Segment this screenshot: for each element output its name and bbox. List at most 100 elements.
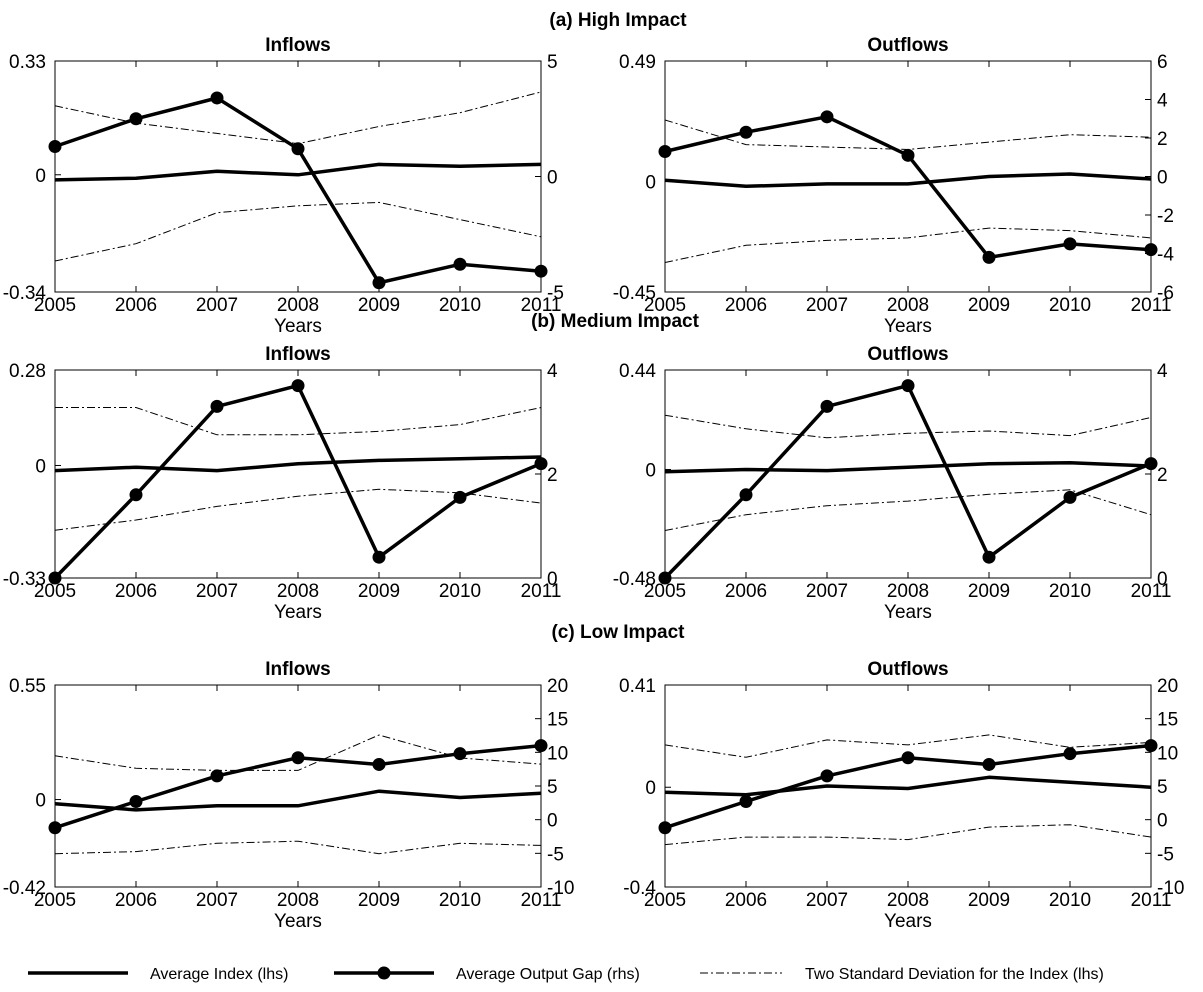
x-tick-label: 2008: [277, 890, 319, 911]
std-band-line: [664, 227, 1152, 263]
y-left-tick-label: 0: [35, 166, 46, 187]
chart-title: Inflows: [265, 35, 330, 56]
output-gap-marker: [739, 794, 753, 808]
x-tick-label: 2006: [725, 295, 767, 316]
y-right-tick-label: 6: [1157, 52, 1168, 73]
x-tick-label: 2009: [358, 890, 400, 911]
y-right-tick-label: 20: [1157, 676, 1178, 697]
x-axis-label: Years: [274, 602, 322, 623]
y-left-tick-label: -0.33: [3, 569, 46, 590]
x-tick-label: 2005: [644, 581, 686, 602]
chart-4: Outflows 2005 2006 2007 2008 2009 2010 2011 Year…: [613, 344, 1172, 623]
x-tick-label: 2010: [439, 890, 481, 911]
y-right-tick-label: -10: [547, 878, 574, 899]
output-gap-marker: [1144, 739, 1158, 753]
y-right-tick-label: 4: [1157, 361, 1168, 382]
x-tick-label: 2009: [358, 295, 400, 316]
y-right-tick-label: -6: [1157, 283, 1174, 304]
x-tick-label: 2008: [277, 581, 319, 602]
legend-item-2: Average Output Gap (rhs): [334, 966, 640, 983]
x-tick-label: 2010: [1049, 295, 1091, 316]
output-gap-marker: [1144, 457, 1158, 471]
x-tick-label: 2010: [439, 295, 481, 316]
output-gap-marker: [901, 751, 915, 765]
y-right-tick-label: 5: [547, 52, 558, 73]
y-right-tick-label: -2: [1157, 206, 1174, 227]
y-right-tick-label: 0: [1157, 168, 1168, 189]
std-band-line: [55, 407, 542, 436]
average-index-line: [664, 775, 1152, 797]
panel-title-low-impact: (c) Low Impact: [551, 622, 685, 643]
output-gap-marker: [820, 110, 834, 124]
x-tick-label: 2007: [806, 581, 848, 602]
chart-title: Inflows: [265, 344, 330, 365]
std-band-line: [54, 734, 542, 771]
output-gap-marker: [658, 571, 672, 585]
x-tick-label: 2008: [887, 295, 929, 316]
y-right-tick-label: -10: [1157, 878, 1184, 899]
x-tick-label: 2006: [115, 581, 157, 602]
x-tick-label: 2007: [196, 890, 238, 911]
output-gap-line: [53, 383, 542, 580]
x-tick-label: 2005: [644, 295, 686, 316]
x-tick-label: 2008: [887, 581, 929, 602]
output-gap-marker: [901, 379, 915, 393]
x-tick-label: 2007: [806, 295, 848, 316]
plot-frame: [664, 369, 1152, 579]
y-right-tick-label: 15: [1157, 710, 1178, 731]
y-right-tick-label: 0: [1157, 569, 1168, 590]
output-gap-marker: [453, 747, 467, 761]
x-tick-label: 2010: [1049, 890, 1091, 911]
y-right-tick-label: 2: [547, 465, 558, 486]
y-left-tick-label: 0.28: [9, 361, 46, 382]
output-gap-marker: [291, 142, 305, 156]
legend-swatch-marker: [377, 966, 391, 980]
std-band-line: [54, 201, 542, 262]
y-left-tick-label: 0: [645, 172, 656, 193]
x-tick-label: 2011: [521, 295, 562, 316]
x-tick-label: 2009: [968, 295, 1010, 316]
y-left-tick-label: 0.33: [9, 52, 46, 73]
x-axis-label: Years: [274, 316, 322, 337]
output-gap-marker: [901, 148, 915, 162]
y-left-tick-label: 0: [645, 778, 656, 799]
y-left-tick-label: -0.48: [613, 569, 656, 590]
std-band-line: [54, 840, 542, 855]
y-right-tick-label: 0: [547, 569, 558, 590]
x-tick-label: 2007: [196, 295, 238, 316]
panel-title-medium-impact: (b) Medium Impact: [531, 311, 700, 332]
output-gap-marker: [453, 490, 467, 504]
x-tick-label: 2007: [196, 581, 238, 602]
output-gap-marker: [658, 821, 672, 835]
chart-1: Inflows 2005 2006 2007 2008 2009 2010 2011 Years…: [3, 35, 564, 337]
x-tick-label: 2008: [887, 890, 929, 911]
output-gap-marker: [982, 550, 996, 564]
x-tick-label: 2011: [521, 581, 562, 602]
x-axis-label: Years: [884, 316, 932, 337]
y-right-tick-label: -5: [547, 283, 564, 304]
y-left-tick-label: 0.41: [619, 676, 656, 697]
x-tick-label: 2005: [34, 295, 76, 316]
output-gap-marker: [534, 457, 548, 471]
chart-title: Outflows: [867, 35, 948, 56]
legend-label: Two Standard Deviation for the Index (lh…: [805, 966, 1104, 983]
y-right-tick-label: 10: [547, 743, 568, 764]
average-index-line: [54, 789, 542, 812]
y-right-tick-label: 20: [547, 676, 568, 697]
std-band-line: [54, 91, 542, 145]
x-tick-label: 2005: [34, 581, 76, 602]
output-gap-marker: [453, 257, 467, 271]
output-gap-marker: [739, 125, 753, 139]
y-right-tick-label: 5: [1157, 777, 1168, 798]
x-tick-label: 2011: [1131, 890, 1172, 911]
y-right-tick-label: 15: [547, 710, 568, 731]
y-left-tick-label: -0.34: [3, 283, 47, 304]
chart-title: Outflows: [867, 344, 948, 365]
output-gap-marker: [129, 488, 143, 502]
output-gap-marker: [48, 571, 62, 585]
chart-3: Inflows 2005 2006 2007 2008 2009 2010 2011 Years…: [3, 344, 562, 623]
std-band-line: [664, 414, 1152, 439]
